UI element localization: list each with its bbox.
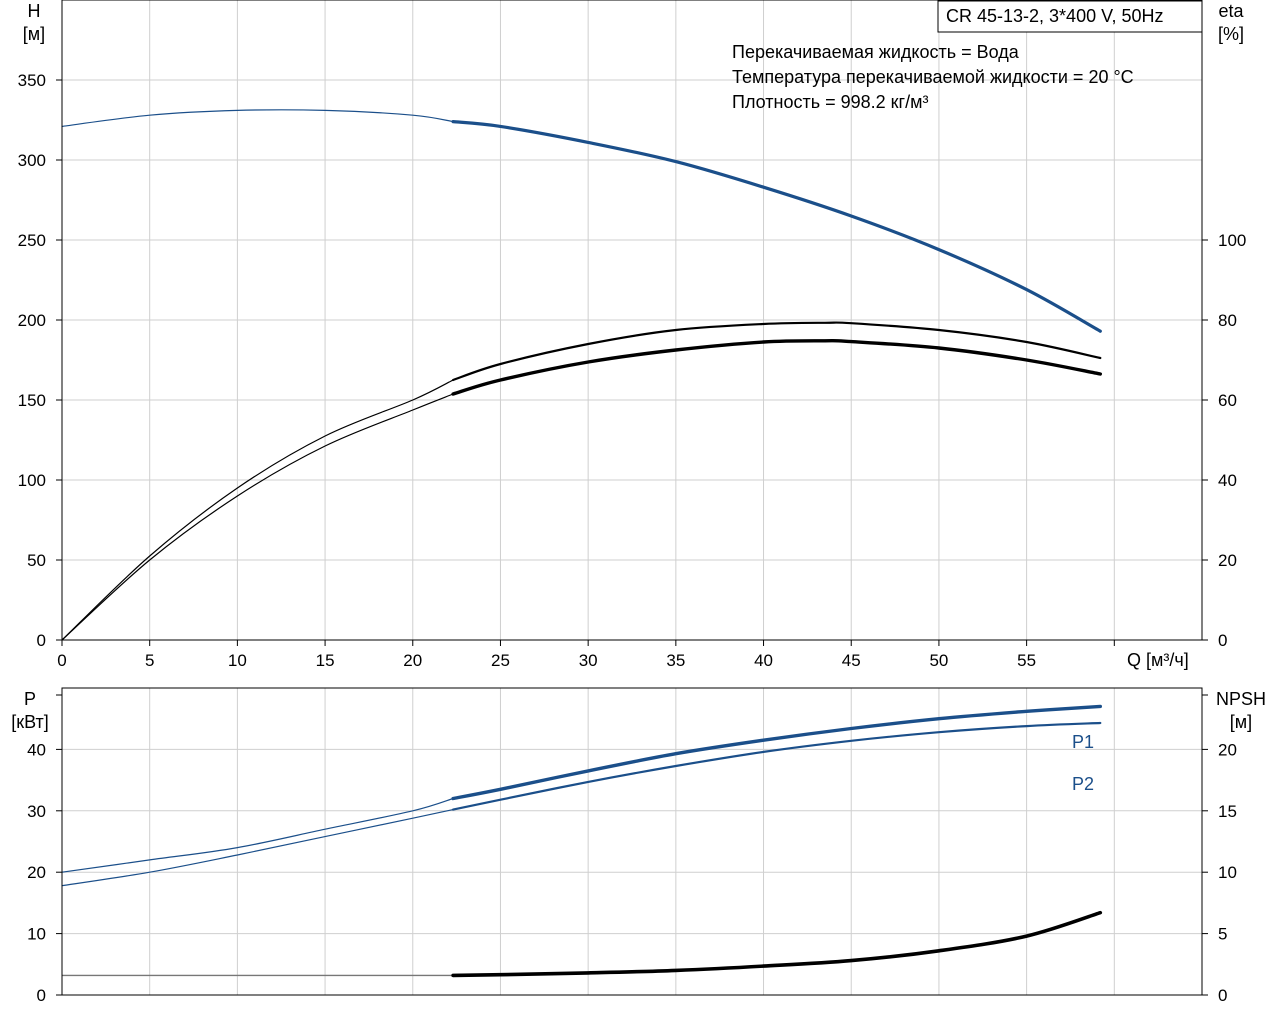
efficiency-curve-b-operating xyxy=(451,338,1102,396)
y-right-tick-label: 0 xyxy=(1218,986,1227,1005)
y-left-tick-label: 300 xyxy=(18,151,46,170)
y-left-tick-label: 200 xyxy=(18,311,46,330)
y-left-tick-label: 30 xyxy=(27,802,46,821)
curves xyxy=(61,109,1103,978)
power-p1-curve-operating xyxy=(451,704,1102,801)
x-tick-label: 5 xyxy=(145,651,154,670)
y-right-tick-label: 10 xyxy=(1218,863,1237,882)
x-tick-label: 50 xyxy=(929,651,948,670)
model-title: CR 45-13-2, 3*400 V, 50Hz xyxy=(946,6,1163,26)
y-left-tick-label: 0 xyxy=(37,631,46,650)
y-left-tick-label: 10 xyxy=(27,925,46,944)
power-p2-curve-operating xyxy=(452,721,1102,811)
x-tick-label: 45 xyxy=(842,651,861,670)
model-title-box xyxy=(937,0,1203,33)
top-left-axis-unit: [м] xyxy=(23,24,45,44)
y-right-tick-label: 40 xyxy=(1218,471,1237,490)
efficiency-curve-a-operating xyxy=(452,321,1102,382)
x-tick-label: 30 xyxy=(579,651,598,670)
y-right-tick-label: 80 xyxy=(1218,311,1237,330)
y-right-tick-label: 0 xyxy=(1218,631,1227,650)
y-left-tick-label: 100 xyxy=(18,471,46,490)
head-curve-operating xyxy=(451,120,1102,333)
bottom-left-axis-symbol: P xyxy=(24,689,36,709)
bottom-right-axis-unit: [м] xyxy=(1230,712,1252,732)
efficiency-curve-a-extended xyxy=(61,379,454,641)
x-axis-label: Q [м³/ч] xyxy=(1127,650,1189,670)
y-right-tick-label: 15 xyxy=(1218,802,1237,821)
power-p2-curve-extended xyxy=(61,809,454,887)
top-left-axis-symbol: H xyxy=(28,1,41,21)
note-liquid: Перекачиваемая жидкость = Вода xyxy=(732,42,1020,62)
y-right-tick-label: 20 xyxy=(1218,740,1237,759)
y-right-tick-label: 60 xyxy=(1218,391,1237,410)
x-tick-label: 35 xyxy=(666,651,685,670)
x-tick-label: 40 xyxy=(754,651,773,670)
x-tick-label: 15 xyxy=(316,651,335,670)
top-right-axis-unit: [%] xyxy=(1218,24,1244,44)
y-right-tick-label: 20 xyxy=(1218,551,1237,570)
x-tick-label: 10 xyxy=(228,651,247,670)
y-right-tick-label: 5 xyxy=(1218,925,1227,944)
tick-labels: 0 5 10 15 20 25 30 35 40 45 50 55050100150200250300… xyxy=(18,71,1247,1005)
note-temperature: Температура перекачиваемой жидкости = 20… xyxy=(732,67,1134,87)
y-left-tick-label: 150 xyxy=(18,391,46,410)
bottom-left-axis-unit: [кВт] xyxy=(11,712,49,732)
series-label-p1: P1 xyxy=(1072,732,1094,752)
y-left-tick-label: 0 xyxy=(37,986,46,1005)
y-left-tick-label: 350 xyxy=(18,71,46,90)
power-p1-curve-extended xyxy=(61,797,454,873)
npsh-curve-operating xyxy=(451,910,1103,978)
y-left-tick-label: 40 xyxy=(27,740,46,759)
series-label-p2: P2 xyxy=(1072,774,1094,794)
x-tick-label: 25 xyxy=(491,651,510,670)
y-left-tick-label: 250 xyxy=(18,231,46,250)
grid-bottom xyxy=(62,688,1202,995)
y-left-tick-label: 50 xyxy=(27,551,46,570)
bottom-right-axis-symbol: NPSH xyxy=(1216,689,1266,709)
head-curve-extended xyxy=(61,109,454,127)
y-left-tick-label: 20 xyxy=(27,863,46,882)
grid-top xyxy=(62,0,1202,640)
plot-frame-bottom xyxy=(61,687,1203,996)
top-right-axis-symbol: eta xyxy=(1218,1,1244,21)
y-right-tick-label: 100 xyxy=(1218,231,1246,250)
x-tick-label: 55 xyxy=(1017,651,1036,670)
x-tick-label: 0 xyxy=(57,651,66,670)
efficiency-curve-b-extended xyxy=(61,393,454,641)
x-tick-label: 20 xyxy=(403,651,422,670)
note-density: Плотность = 998.2 кг/м³ xyxy=(732,92,928,112)
